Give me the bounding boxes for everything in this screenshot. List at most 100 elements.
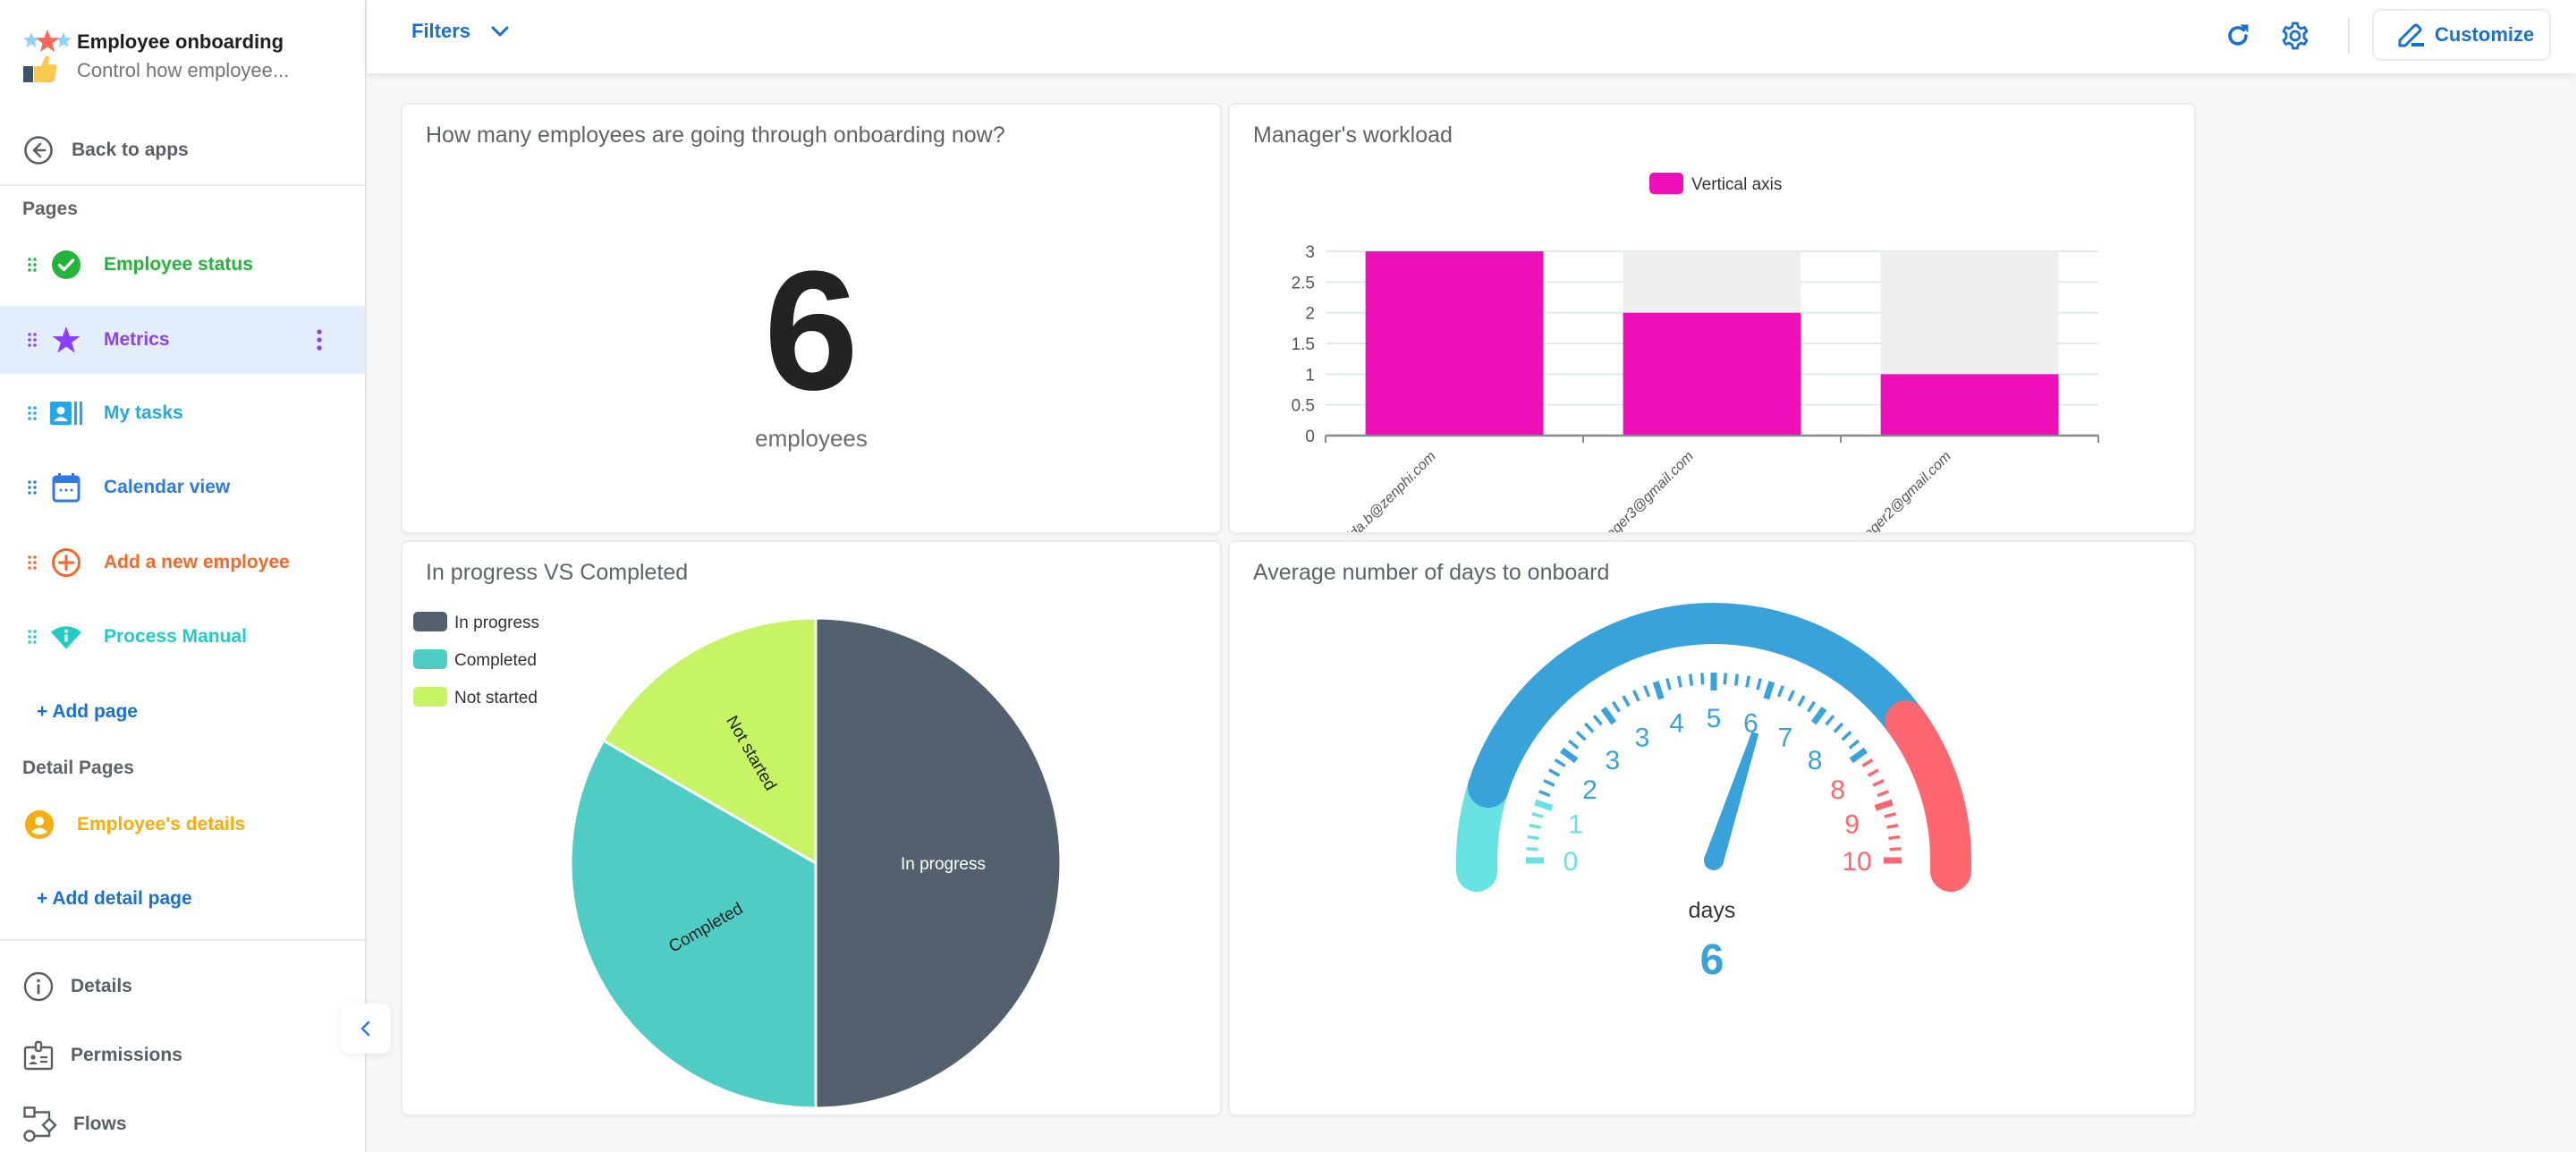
gauge-tick bbox=[1888, 834, 1901, 841]
gauge-tick bbox=[1538, 790, 1551, 798]
drag-handle-icon[interactable] bbox=[28, 555, 37, 570]
gauge-tick bbox=[1787, 690, 1795, 702]
sidebar-item-label: Add a new employee bbox=[104, 552, 290, 572]
gauge-tick bbox=[1632, 690, 1640, 702]
drag-handle-icon[interactable] bbox=[28, 258, 37, 272]
person-circle-icon bbox=[23, 809, 55, 841]
legend-label: Vertical axis bbox=[1691, 175, 1782, 194]
slice-label: In progress bbox=[901, 855, 986, 874]
sidebar-item-my-tasks[interactable]: My tasks bbox=[0, 379, 365, 447]
sidebar-item-label: Employee's details bbox=[77, 814, 246, 834]
gauge-tick-label: 8 bbox=[1808, 746, 1823, 775]
gauge-tick bbox=[1526, 847, 1538, 851]
y-tick-label: 1 bbox=[1305, 366, 1315, 385]
detail-pages-heading: Detail Pages bbox=[22, 758, 134, 778]
drag-handle-icon[interactable] bbox=[28, 480, 37, 495]
gauge-tick bbox=[1763, 681, 1775, 700]
gauge-tick bbox=[1583, 722, 1595, 733]
sidebar-item-process-manual[interactable]: Process Manual bbox=[0, 603, 365, 671]
widget-title: Manager's workload bbox=[1253, 123, 1453, 148]
sidebar-item-calendar-view[interactable]: Calendar view bbox=[0, 453, 365, 521]
gauge-tick bbox=[1531, 812, 1544, 818]
gauge-tick-label: 3 bbox=[1635, 723, 1650, 752]
sidebar-item-metrics[interactable]: Metrics bbox=[0, 306, 365, 374]
sidebar-item-label: My tasks bbox=[104, 402, 183, 423]
gauge-tick bbox=[1568, 739, 1580, 750]
gauge-tick bbox=[1848, 739, 1860, 750]
legend-swatch bbox=[413, 687, 447, 707]
y-tick-label: 2 bbox=[1305, 305, 1315, 324]
legend-swatch bbox=[1649, 173, 1683, 194]
arrow-left-circle-icon bbox=[24, 136, 53, 165]
permissions-label: Permissions bbox=[71, 1045, 182, 1065]
flows-label: Flows bbox=[73, 1114, 127, 1134]
permissions-nav-item[interactable]: Permissions bbox=[23, 1038, 182, 1073]
gauge-tick bbox=[1611, 700, 1621, 713]
gauge-band-cap bbox=[1885, 700, 1927, 742]
pie-chart: In progress Completed Not started In progre… bbox=[413, 612, 1063, 1110]
gauge-tick bbox=[1723, 673, 1727, 685]
gauge-tick bbox=[1665, 678, 1672, 690]
flow-icon bbox=[23, 1106, 57, 1142]
gauge-band bbox=[1467, 603, 1927, 809]
back-to-apps-button[interactable]: Back to apps bbox=[23, 134, 189, 166]
y-tick-label: 0 bbox=[1305, 428, 1315, 446]
info-shield-icon bbox=[50, 621, 82, 653]
customize-button[interactable]: Customize bbox=[2372, 9, 2551, 61]
settings-button[interactable] bbox=[2277, 18, 2313, 54]
gauge-tick bbox=[1652, 681, 1665, 700]
pie-slice bbox=[569, 738, 818, 1110]
sidebar-item-label: Employee status bbox=[104, 254, 253, 275]
check-circle-icon bbox=[50, 249, 82, 281]
flows-nav-item[interactable]: Flows bbox=[23, 1106, 127, 1142]
employee-count-widget: How many employees are going through onb… bbox=[401, 103, 1222, 534]
gauge-band bbox=[1885, 700, 1971, 892]
gauge-tick bbox=[1543, 779, 1555, 787]
chevron-left-icon bbox=[360, 1021, 370, 1037]
drag-handle-icon[interactable] bbox=[28, 333, 37, 347]
add-detail-page-link[interactable]: + Add detail page bbox=[37, 888, 192, 909]
x-tick-label: manager2@gmail.com bbox=[1842, 449, 1954, 532]
legend-label: In progress bbox=[454, 614, 539, 632]
gauge-tick bbox=[1676, 675, 1682, 688]
sidebar-item-employees-details[interactable]: Employee's details bbox=[0, 791, 365, 859]
legend-label: Completed bbox=[454, 651, 537, 670]
y-tick-label: 3 bbox=[1305, 243, 1315, 262]
collapse-sidebar-button[interactable] bbox=[341, 1004, 391, 1054]
gauge-tick bbox=[1825, 715, 1835, 726]
gauge-tick bbox=[1733, 673, 1740, 686]
drag-handle-icon[interactable] bbox=[28, 630, 37, 644]
refresh-icon bbox=[2228, 24, 2249, 46]
gauge-tick-label: 3 bbox=[1606, 746, 1621, 775]
drag-handle-icon[interactable] bbox=[28, 406, 37, 420]
gauge-tick bbox=[1886, 823, 1899, 829]
x-tick-label: manager3@gmail.com bbox=[1584, 449, 1697, 532]
refresh-button[interactable] bbox=[2220, 18, 2256, 54]
add-page-link[interactable]: + Add page bbox=[37, 701, 138, 722]
gear-icon bbox=[2282, 21, 2309, 50]
gauge-tick-label: 6 bbox=[1743, 708, 1758, 738]
toolbar-divider bbox=[2348, 18, 2350, 54]
divider bbox=[0, 184, 365, 186]
gauge-tick bbox=[1688, 673, 1694, 686]
filters-label: Filters bbox=[411, 20, 471, 42]
gauge-needle-pivot bbox=[1704, 851, 1724, 870]
x-tick-label: ruzida.b@zenphi.com bbox=[1330, 449, 1439, 532]
app-header: Employee onboarding Control how employee… bbox=[21, 25, 352, 88]
gauge-tick bbox=[1849, 747, 1868, 764]
sidebar-item-add-new-employee[interactable]: Add a new employee bbox=[0, 529, 365, 597]
chevron-down-icon bbox=[491, 26, 509, 37]
gauge-tick-label: 9 bbox=[1844, 810, 1860, 840]
sidebar-item-label: Metrics bbox=[104, 329, 170, 350]
legend-swatch bbox=[413, 612, 447, 631]
more-options-icon[interactable] bbox=[315, 327, 324, 352]
widget-title: In progress VS Completed bbox=[426, 560, 689, 585]
pie-slice bbox=[814, 616, 1063, 1110]
sidebar-item-employee-status[interactable]: Employee status bbox=[0, 231, 365, 299]
gauge-tick bbox=[1833, 722, 1844, 733]
sidebar-item-label: Calendar view bbox=[104, 477, 231, 497]
bar-background bbox=[1623, 251, 1801, 313]
details-nav-item[interactable]: Details bbox=[23, 969, 132, 1004]
filters-dropdown[interactable]: Filters bbox=[411, 20, 510, 43]
